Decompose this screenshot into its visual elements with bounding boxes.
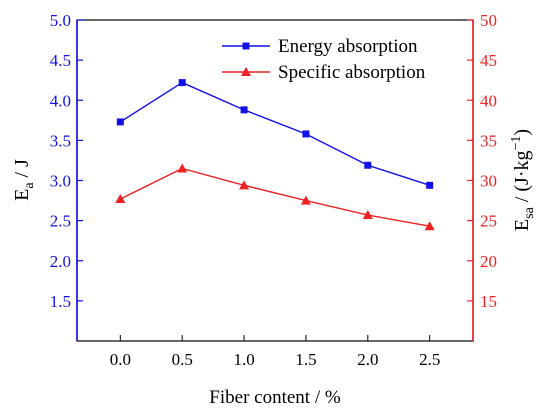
legend-marker xyxy=(242,42,250,50)
left-y-tick-label: 5.0 xyxy=(50,11,71,30)
data-point-2 xyxy=(300,195,311,205)
left-y-tick-label: 2.5 xyxy=(50,212,71,231)
right-y-tick-label: 40 xyxy=(480,91,497,110)
right-y-tick-label: 45 xyxy=(480,51,497,70)
data-point-1 xyxy=(240,106,248,114)
x-tick-label: 1.0 xyxy=(233,350,254,369)
left-y-tick-label: 4.5 xyxy=(50,51,71,70)
x-axis: 0.0 0.5 1.0 1.5 2.0 2.5 xyxy=(110,335,440,369)
right-y-axis: 15 20 25 30 35 40 45 50 xyxy=(467,11,497,311)
x-tick-label: 0.5 xyxy=(172,350,193,369)
data-point-2 xyxy=(424,221,435,231)
right-y-axis-label: Esa / (J·kg−1) xyxy=(509,129,537,231)
data-point-2 xyxy=(177,163,188,173)
data-point-1 xyxy=(178,79,186,87)
legend: Energy absorption Specific absorption xyxy=(222,36,426,83)
data-point-2 xyxy=(115,193,126,203)
left-y-axis: 1.5 2.0 2.5 3.0 3.5 4.0 4.5 5.0 xyxy=(50,11,83,311)
x-axis-label: Fiber content / % xyxy=(209,387,341,408)
data-point-2 xyxy=(239,180,250,190)
series-line-2 xyxy=(120,167,430,227)
x-tick-label: 0.0 xyxy=(110,350,131,369)
right-y-tick-label: 20 xyxy=(480,252,497,271)
series-line-1 xyxy=(119,81,430,186)
data-point-1 xyxy=(302,130,310,138)
right-y-tick-label: 25 xyxy=(480,212,497,231)
right-y-tick-label: 15 xyxy=(480,292,497,311)
data-point-1 xyxy=(426,181,434,189)
x-tick-label: 2.0 xyxy=(357,350,378,369)
right-y-label-sup: −1 xyxy=(509,136,524,151)
right-y-tick-label: 35 xyxy=(480,131,497,150)
left-y-tick-label: 1.5 xyxy=(50,292,71,311)
series-layer xyxy=(115,79,435,231)
right-y-tick-label: 50 xyxy=(480,11,497,30)
data-point-1 xyxy=(116,118,124,126)
left-y-tick-label: 3.5 xyxy=(50,131,71,150)
left-y-axis-label: Ea / J xyxy=(11,159,37,201)
x-tick-label: 1.5 xyxy=(295,350,316,369)
legend-marker xyxy=(241,67,251,76)
right-y-label-tail: / (J·kg xyxy=(511,151,533,208)
right-y-label-end: ) xyxy=(511,129,533,136)
legend-label: Energy absorption xyxy=(278,36,418,57)
right-y-tick-label: 30 xyxy=(480,172,497,191)
legend-label: Specific absorption xyxy=(278,62,426,83)
x-tick-label: 2.5 xyxy=(419,350,440,369)
right-y-label-main: E xyxy=(511,219,533,231)
right-y-label-sub: sa xyxy=(522,206,537,218)
data-point-2 xyxy=(362,210,373,220)
left-y-label-sub: a xyxy=(22,182,37,189)
left-y-tick-label: 2.0 xyxy=(50,252,71,271)
left-y-label-main: E xyxy=(11,189,33,201)
left-y-tick-label: 4.0 xyxy=(50,91,71,110)
data-point-1 xyxy=(364,161,372,169)
left-y-label-tail: / J xyxy=(11,159,33,183)
left-y-tick-label: 3.0 xyxy=(50,172,71,191)
